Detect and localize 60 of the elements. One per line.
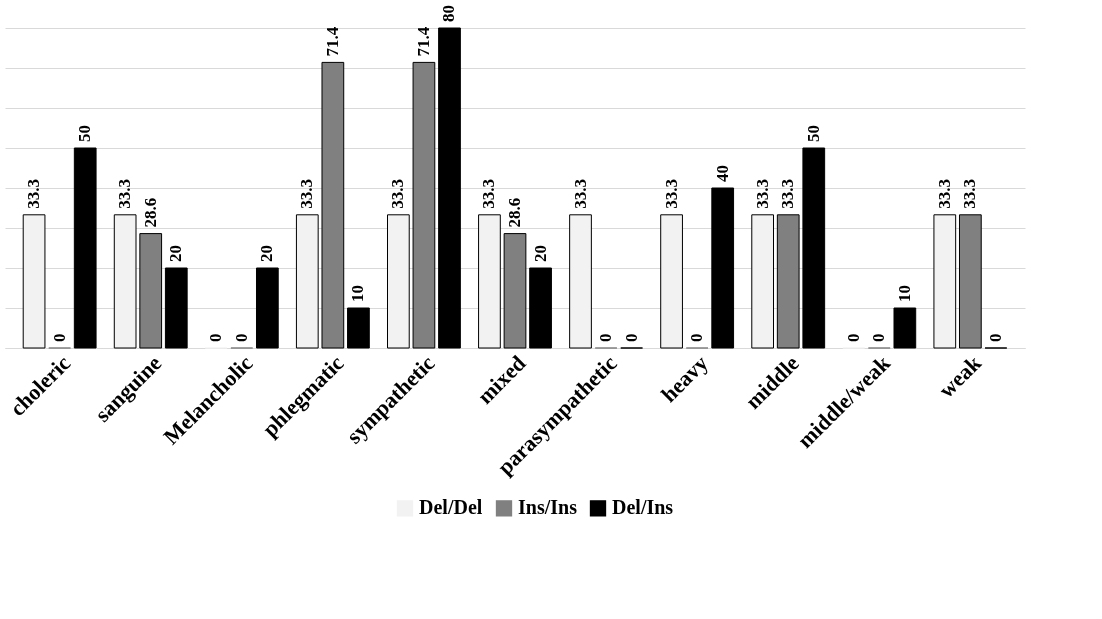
- bar: [22, 214, 46, 349]
- data-label: 71.4: [322, 26, 342, 57]
- bar: [164, 267, 188, 349]
- data-label: 33.3: [934, 179, 954, 209]
- bar: [958, 214, 982, 349]
- bar: [412, 61, 436, 349]
- data-label: 10: [894, 285, 914, 302]
- bar: [569, 214, 592, 349]
- bar: [73, 147, 97, 349]
- data-label: 20: [530, 245, 550, 262]
- data-label: 50: [75, 125, 95, 142]
- bar: [660, 214, 683, 349]
- data-label: 28.6: [505, 197, 524, 228]
- data-label: 33.3: [479, 179, 499, 209]
- data-label: 0: [843, 333, 863, 342]
- bar: [893, 307, 917, 349]
- data-label: 0: [596, 333, 616, 342]
- data-label: 50: [803, 125, 823, 142]
- data-label: 20: [166, 245, 186, 262]
- bar: [255, 267, 279, 349]
- legend-label: Del/Del: [419, 496, 483, 519]
- data-label: 33.3: [752, 179, 772, 209]
- bar: [711, 187, 735, 349]
- data-label: 0: [869, 333, 889, 342]
- bar: [933, 214, 957, 349]
- bar: [321, 61, 345, 349]
- data-label: 0: [231, 333, 251, 342]
- data-label: 0: [206, 333, 226, 342]
- bar: [751, 214, 775, 349]
- data-label: 0: [687, 333, 707, 342]
- data-label: 33.3: [570, 179, 590, 209]
- legend-label: Del/Ins: [612, 496, 674, 519]
- bar: [529, 267, 552, 349]
- data-label: 33.3: [297, 179, 317, 209]
- bar: [478, 214, 501, 349]
- data-label: 71.4: [413, 26, 433, 57]
- data-label: 28.6: [140, 197, 160, 228]
- data-label: 0: [985, 333, 1005, 342]
- bar: [347, 307, 370, 349]
- data-label: 33.3: [24, 179, 44, 209]
- data-label: 33.3: [388, 179, 408, 209]
- bar: [438, 27, 461, 349]
- data-label: 0: [49, 333, 69, 342]
- legend-label: Ins/Ins: [518, 496, 578, 519]
- data-label: 20: [257, 245, 277, 262]
- bar: [776, 214, 800, 349]
- bar: [387, 214, 410, 349]
- bar: [113, 214, 137, 349]
- data-label: 33.3: [115, 179, 135, 209]
- data-label: 40: [712, 165, 732, 182]
- data-label: 0: [621, 333, 641, 342]
- bar: [295, 214, 319, 349]
- data-label: 10: [348, 285, 368, 302]
- data-label: 80: [439, 5, 459, 22]
- data-label: 33.3: [960, 179, 980, 209]
- data-label: 33.3: [661, 179, 681, 209]
- bar: [802, 147, 826, 349]
- bar: [139, 233, 163, 349]
- bar: [503, 233, 527, 349]
- data-label: 33.3: [778, 179, 798, 209]
